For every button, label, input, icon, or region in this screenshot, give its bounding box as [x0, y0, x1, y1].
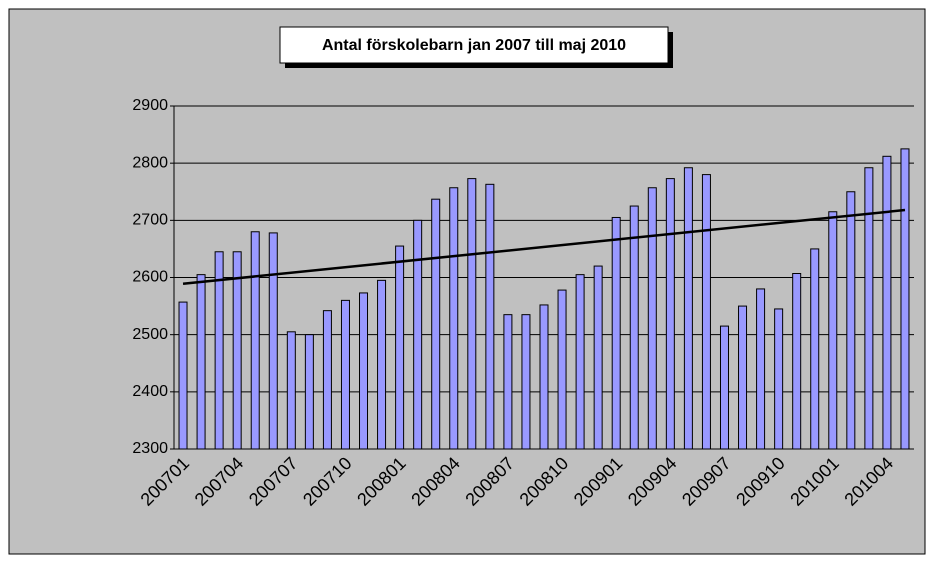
bar — [214, 251, 224, 450]
bar — [719, 325, 729, 450]
bar — [304, 334, 314, 450]
bar — [449, 187, 459, 450]
bar — [846, 191, 856, 450]
bar — [196, 274, 206, 450]
bar — [431, 198, 441, 450]
y-tick-label: 2500 — [132, 326, 168, 343]
bar — [683, 167, 693, 450]
bar — [611, 216, 621, 450]
bar — [539, 304, 549, 450]
bar — [738, 305, 748, 450]
y-tick-label: 2600 — [132, 269, 168, 286]
bar — [701, 174, 711, 450]
bar — [828, 211, 838, 450]
y-tick-label: 2300 — [132, 440, 168, 457]
bar — [250, 231, 260, 450]
y-tick-label: 2700 — [132, 212, 168, 229]
bar — [665, 178, 675, 450]
chart-title: Antal förskolebarn jan 2007 till maj 201… — [322, 37, 626, 54]
bar — [521, 314, 531, 450]
bar — [864, 167, 874, 450]
bar — [756, 288, 766, 450]
bar — [413, 219, 423, 450]
y-tick-label: 2400 — [132, 383, 168, 400]
bar — [178, 301, 188, 450]
bar — [557, 289, 567, 450]
bar — [792, 272, 802, 450]
y-tick-label: 2900 — [132, 97, 168, 114]
bar — [593, 265, 603, 450]
bar — [395, 245, 405, 450]
trendline — [182, 208, 906, 286]
bar — [647, 187, 657, 450]
bar — [377, 279, 387, 450]
bar — [232, 251, 242, 450]
y-tick-label: 2800 — [132, 154, 168, 171]
bar — [810, 248, 820, 450]
bar — [882, 155, 892, 450]
bar — [503, 314, 513, 450]
bar — [467, 178, 477, 450]
bar — [359, 292, 369, 450]
bar — [575, 274, 585, 450]
bar — [485, 183, 495, 450]
bar — [900, 148, 910, 450]
title-box — [279, 26, 669, 64]
bar — [774, 308, 784, 450]
bar — [268, 232, 278, 450]
bar — [629, 205, 639, 450]
bar — [286, 331, 296, 450]
bar — [340, 299, 350, 450]
bar — [322, 310, 332, 450]
